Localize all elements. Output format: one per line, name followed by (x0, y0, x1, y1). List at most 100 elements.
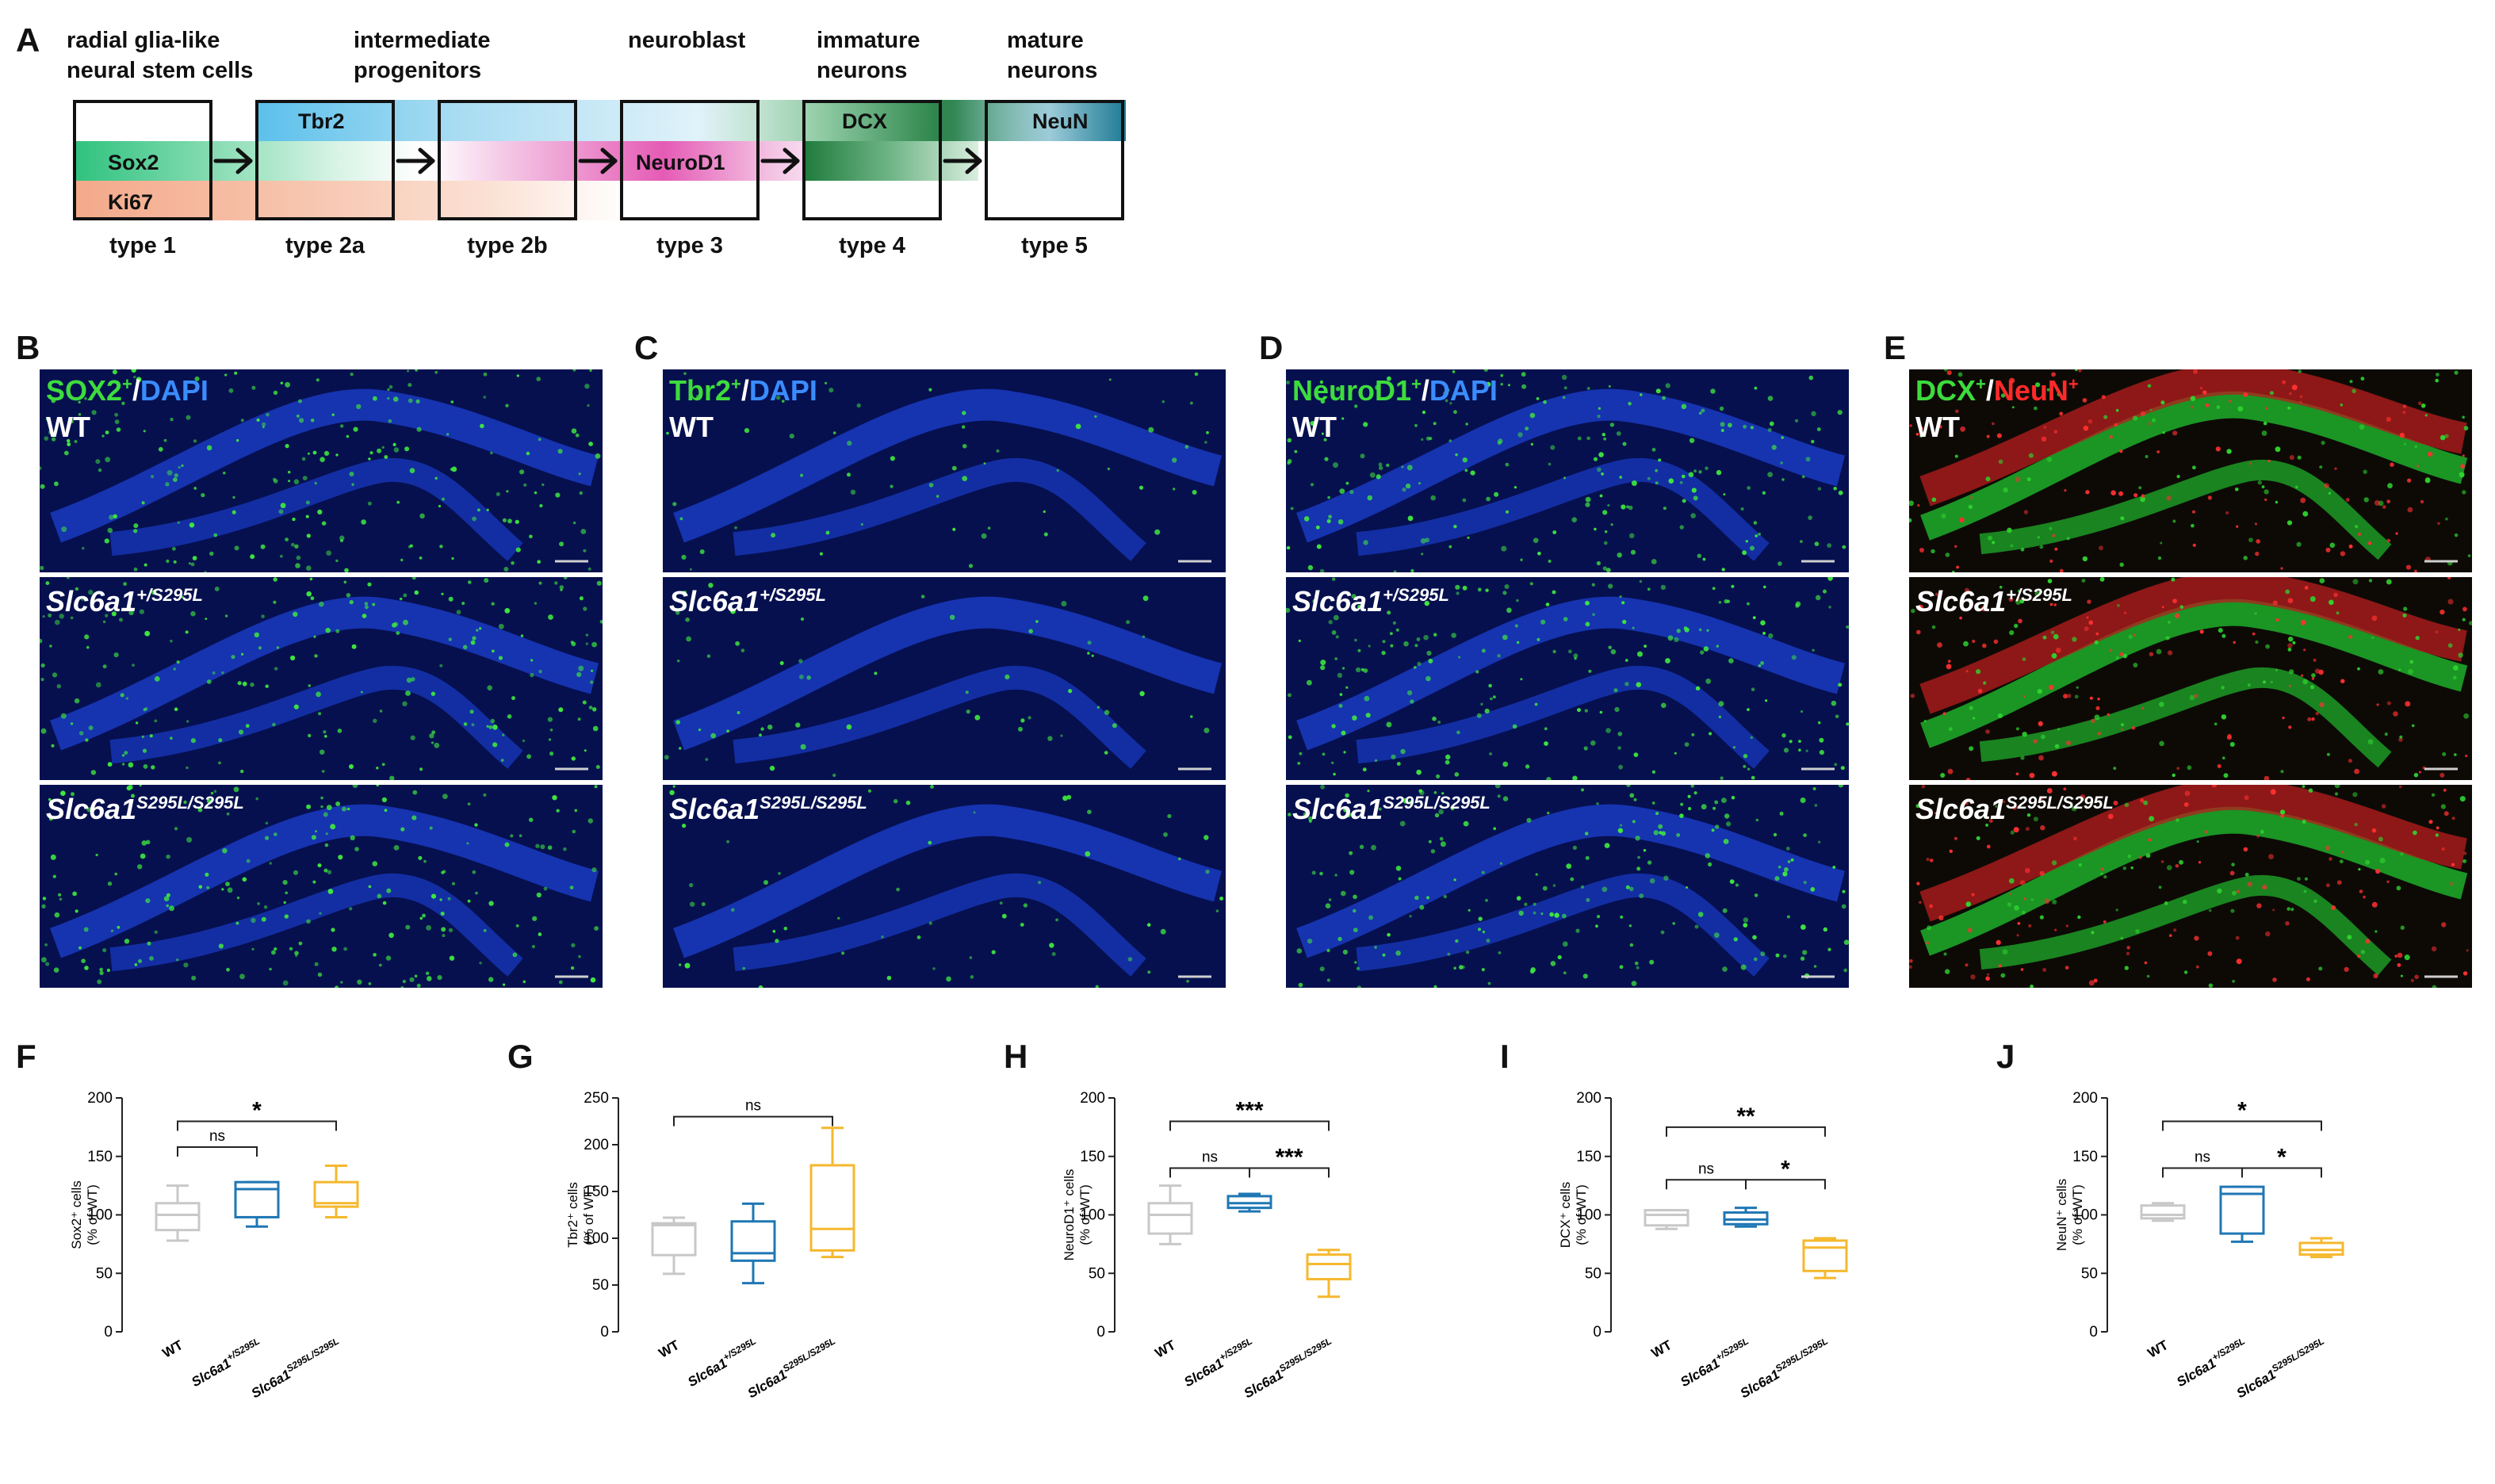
micrograph-c-row2: Slc6a1+/S295L (663, 577, 1226, 780)
stage-box-type5 (985, 100, 1124, 220)
stage-title-type1: radial glia-like neural stem cells (67, 25, 253, 86)
stage-title-line: immature (817, 28, 920, 53)
fluorescence-image (40, 785, 603, 988)
micrograph-e-row2: Slc6a1+/S295L (1909, 577, 2472, 780)
micrograph-c-row3: Slc6a1S295L/S295L (663, 785, 1226, 988)
type-label-3: type 3 (656, 233, 723, 258)
x-tick-label: WT (160, 1337, 186, 1361)
fluorescence-image (1286, 369, 1849, 572)
fluorescence-image (1909, 369, 2471, 572)
type-label-5: type 5 (1021, 233, 1088, 258)
stain-a-label: Tbr2 (669, 374, 732, 407)
marker-neurod1: NeuroD1 (636, 151, 725, 174)
genotype-label-het: Slc6a1+/S295L (46, 585, 203, 618)
significance-label: ns (2195, 1149, 2210, 1166)
stage-box-type3 (620, 100, 760, 220)
y-tick-label: 100 (2072, 1207, 2098, 1224)
significance-bracket (1249, 1167, 1330, 1178)
y-tick-label: 150 (584, 1184, 609, 1200)
fluorescence-image (40, 577, 603, 780)
y-tick-label: 100 (87, 1207, 113, 1224)
genotype-label-het: Slc6a1+/S295L (669, 585, 826, 618)
type-label-1: type 1 (109, 233, 176, 258)
marker-ki67: Ki67 (108, 190, 154, 214)
stain-b-label: NeuN (1993, 374, 2068, 407)
significance-label: * (2237, 1098, 2247, 1124)
stage-title-line: mature (1007, 28, 1084, 53)
genotype-label-hom: Slc6a1S295L/S295L (1915, 793, 2114, 825)
arrow-icon (578, 147, 618, 174)
box (2140, 1204, 2186, 1220)
panel-label-a: A (16, 21, 40, 59)
stage-box-type4 (802, 100, 942, 220)
stain-b-label: DAPI (1429, 374, 1498, 407)
stage-title-type4: immature neurons (817, 25, 920, 86)
box (1802, 1239, 1848, 1272)
stage-title-type5: mature neurons (1007, 25, 1097, 86)
x-tick-label: Slc6a1+/S295L (2173, 1335, 2250, 1390)
marker-dcx: DCX (842, 109, 888, 133)
y-tick-label: 200 (1576, 1090, 1601, 1107)
panel-label-g: G (507, 1038, 534, 1075)
x-tick-label: Slc6a1S295L/S295L (247, 1335, 344, 1401)
box (1306, 1253, 1352, 1281)
significance-label: *** (1275, 1145, 1303, 1171)
panel-label-b: B (16, 329, 40, 366)
x-tick-label: WT (1649, 1337, 1675, 1361)
stain-a-label: SOX2 (46, 374, 123, 407)
micrograph-b-row2: Slc6a1+/S295L (40, 577, 603, 780)
micrograph-d-row3: Slc6a1S295L/S295L (1286, 785, 1849, 988)
panel-label-f: F (16, 1038, 36, 1075)
stain-b-label: DAPI (748, 374, 817, 407)
genotype-label-hom: Slc6a1S295L/S295L (1292, 793, 1490, 825)
x-tick-label: WT (656, 1337, 683, 1361)
stage-title-line: neural stem cells (67, 58, 254, 83)
marker-sox2: Sox2 (108, 151, 159, 174)
stage-title-type2a: intermediate progenitors (354, 25, 490, 86)
y-tick-label: 200 (1080, 1090, 1105, 1107)
y-tick-label: 100 (584, 1230, 609, 1247)
y-axis-label: DCX⁺ cells(% of WT) (1558, 1182, 1589, 1249)
stain-label: NeuroD1+/DAPI (1292, 374, 1498, 407)
box-plot-f: Sox2⁺ cells(% of WT)050100150200ns*WTSlc… (69, 1090, 359, 1401)
stain-b-label: DAPI (140, 374, 209, 407)
significance-label: ** (1736, 1103, 1755, 1130)
y-tick-label: 50 (592, 1277, 609, 1294)
y-tick-label: 150 (87, 1149, 113, 1165)
box (1644, 1209, 1689, 1227)
panel-label-j: J (1996, 1038, 2015, 1075)
fluorescence-image (40, 369, 603, 572)
y-tick-label: 50 (1089, 1265, 1105, 1282)
marker-tbr2: Tbr2 (298, 109, 345, 133)
stage-box-type2b (438, 100, 577, 220)
y-tick-label: 200 (584, 1137, 609, 1153)
significance-bracket (2162, 1120, 2322, 1131)
micrograph-e-row3: Slc6a1S295L/S295L (1909, 785, 2472, 988)
box (234, 1180, 280, 1218)
significance-bracket (673, 1115, 833, 1126)
stage-title-line: radial glia-like (67, 28, 220, 53)
y-tick-label: 50 (2081, 1265, 2098, 1282)
stain-label: DCX+/NeuN+ (1915, 374, 2079, 407)
genotype-label-wt: WT (1915, 411, 1960, 443)
x-tick-label: Slc6a1S295L/S295L (2233, 1335, 2329, 1401)
panel-label-e: E (1884, 329, 1907, 366)
panel-label-h: H (1004, 1038, 1028, 1075)
significance-label: ns (745, 1098, 761, 1115)
x-tick-label: WT (2145, 1337, 2172, 1361)
type-label-2b: type 2b (467, 233, 548, 258)
fluorescence-image (1910, 577, 2472, 780)
stain-label: SOX2+/DAPI (46, 374, 209, 407)
significance-label: * (2277, 1145, 2286, 1171)
y-tick-label: 100 (1080, 1207, 1105, 1224)
panel-label-i: I (1500, 1038, 1510, 1075)
genotype-label-wt: WT (1292, 411, 1337, 443)
stain-a-label: NeuroD1 (1292, 374, 1412, 407)
box (730, 1220, 776, 1262)
x-tick-label: Slc6a1+/S295L (1181, 1335, 1257, 1390)
significance-bracket (1666, 1126, 1826, 1137)
marker-neun: NeuN (1032, 109, 1089, 133)
fluorescence-image (663, 785, 1226, 988)
